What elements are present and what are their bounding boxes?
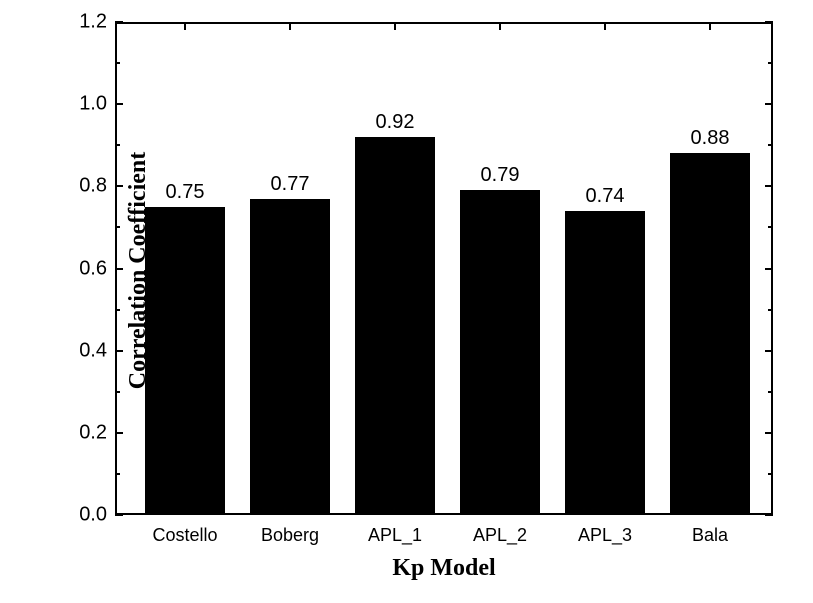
y-tick-minor (768, 391, 773, 393)
y-tick-minor (115, 473, 120, 475)
x-tick (709, 507, 711, 515)
y-tick-major (765, 21, 773, 23)
y-tick-major (765, 432, 773, 434)
y-tick-minor (115, 226, 120, 228)
bar-value-label: 0.75 (166, 181, 205, 204)
x-tick-label: APL_2 (473, 525, 527, 546)
y-tick-minor (768, 309, 773, 311)
y-tick-major (115, 185, 123, 187)
x-tick-label: Costello (152, 525, 217, 546)
x-tick (604, 507, 606, 515)
bar (250, 199, 330, 515)
y-tick-minor (768, 144, 773, 146)
y-tick-major (115, 103, 123, 105)
y-tick-label: 0.0 (73, 504, 107, 527)
y-tick-minor (115, 62, 120, 64)
x-tick (289, 507, 291, 515)
y-tick-minor (115, 391, 120, 393)
bar (460, 190, 540, 515)
y-tick-minor (768, 226, 773, 228)
x-tick-top (499, 22, 501, 30)
y-tick-minor (768, 62, 773, 64)
x-tick-label: Boberg (261, 525, 319, 546)
x-tick-top (604, 22, 606, 30)
x-tick-top (709, 22, 711, 30)
y-tick-minor (768, 473, 773, 475)
y-tick-label: 0.6 (73, 257, 107, 280)
x-tick-top (289, 22, 291, 30)
y-tick-label: 1.2 (73, 11, 107, 34)
bar (145, 207, 225, 515)
y-tick-major (115, 514, 123, 516)
y-tick-major (115, 21, 123, 23)
y-tick-major (115, 350, 123, 352)
y-tick-minor (115, 144, 120, 146)
bar (670, 153, 750, 515)
x-axis-title: Kp Model (392, 555, 495, 582)
y-tick-label: 0.4 (73, 339, 107, 362)
chart-container: Correlation Coefficient Kp Model 0.00.20… (0, 0, 813, 603)
y-tick-major (765, 103, 773, 105)
x-tick-label: APL_1 (368, 525, 422, 546)
y-tick-major (765, 185, 773, 187)
y-tick-label: 1.0 (73, 93, 107, 116)
bar (565, 211, 645, 515)
x-tick-label: Bala (692, 525, 728, 546)
bar (355, 137, 435, 515)
bar-value-label: 0.92 (376, 111, 415, 134)
bar-value-label: 0.79 (481, 164, 520, 187)
x-tick (184, 507, 186, 515)
x-tick-top (394, 22, 396, 30)
x-tick (394, 507, 396, 515)
y-tick-major (115, 432, 123, 434)
bar-value-label: 0.74 (586, 185, 625, 208)
y-tick-major (765, 350, 773, 352)
y-tick-major (765, 514, 773, 516)
x-tick-top (184, 22, 186, 30)
x-tick (499, 507, 501, 515)
y-tick-major (765, 268, 773, 270)
x-tick-label: APL_3 (578, 525, 632, 546)
y-tick-label: 0.2 (73, 421, 107, 444)
y-tick-minor (115, 309, 120, 311)
bar-value-label: 0.88 (691, 127, 730, 150)
bar-value-label: 0.77 (271, 173, 310, 196)
y-tick-label: 0.8 (73, 175, 107, 198)
y-tick-major (115, 268, 123, 270)
